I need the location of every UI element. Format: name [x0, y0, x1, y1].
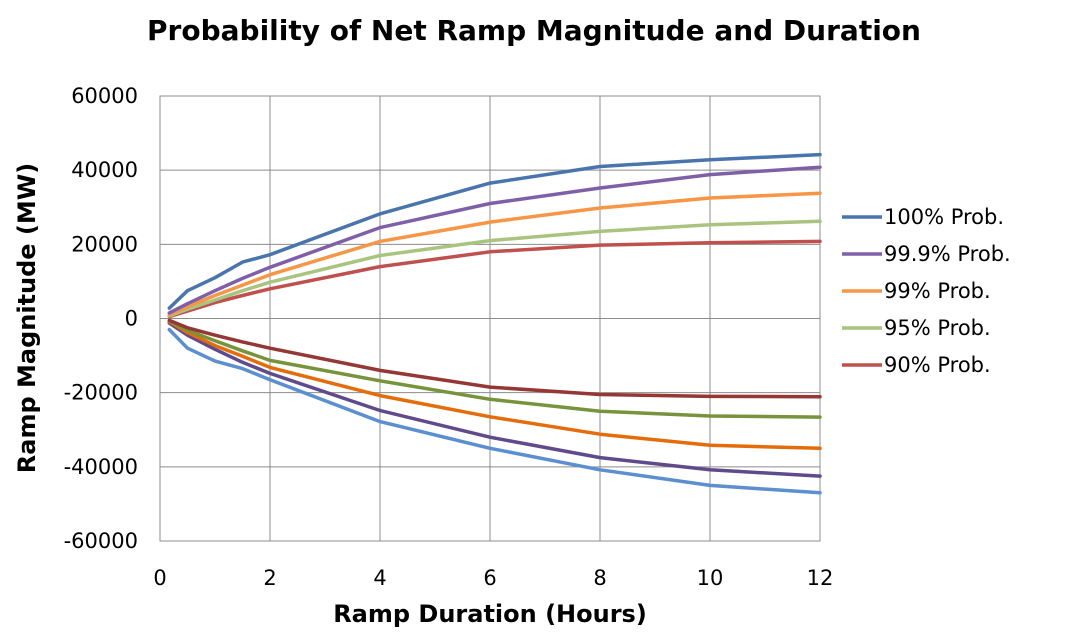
lower-series-line-2 [167, 321, 822, 478]
series-line-1 [167, 152, 822, 310]
legend-item-label: 99% Prob. [884, 279, 991, 303]
series-line-3 [167, 191, 822, 317]
x-tick-label: 10 [697, 566, 724, 590]
x-tick-label: 6 [483, 566, 496, 590]
y-tick-label: 20000 [71, 232, 138, 256]
y-tick-label: 0 [125, 307, 138, 331]
y-tick-label: -20000 [64, 381, 138, 405]
legend-item-label: 100% Prob. [884, 205, 1004, 229]
y-tick-label: -40000 [64, 455, 138, 479]
legend: 100% Prob. 99.9% Prob. 99% Prob. 95% Prob. 9… [842, 205, 1011, 377]
x-tick-label: 0 [153, 566, 166, 590]
x-tick-label: 4 [373, 566, 386, 590]
y-axis-label: Ramp Magnitude (MW) [13, 163, 41, 473]
lower-series-line-3 [167, 319, 822, 451]
x-tick-label: 12 [807, 566, 834, 590]
lower-series-line-5 [167, 318, 822, 399]
plot-area-border [159, 95, 821, 542]
y-tick-label: -60000 [64, 529, 138, 553]
legend-item-label: 90% Prob. [884, 353, 991, 377]
y-tick-label: 40000 [71, 158, 138, 182]
x-axis-ticks: 0 2 4 6 8 10 12 [153, 566, 833, 590]
x-tick-label: 8 [593, 566, 606, 590]
x-axis-label: Ramp Duration (Hours) [333, 600, 647, 628]
series-line-4 [167, 219, 822, 318]
lower-series-line-4 [167, 318, 822, 419]
series-line-5 [167, 239, 822, 319]
y-tick-label: 60000 [71, 84, 138, 108]
legend-item-label: 99.9% Prob. [884, 242, 1011, 266]
series-lines [167, 152, 822, 495]
grid [159, 95, 821, 542]
chart-title: Probability of Net Ramp Magnitude and Du… [147, 14, 921, 47]
x-tick-label: 2 [263, 566, 276, 590]
legend-item-label: 95% Prob. [884, 316, 991, 340]
series-line-2 [167, 165, 822, 315]
lower-series-line-1 [167, 327, 822, 495]
y-axis-ticks: 60000 40000 20000 0 -20000 -40000 -60000 [64, 84, 138, 553]
